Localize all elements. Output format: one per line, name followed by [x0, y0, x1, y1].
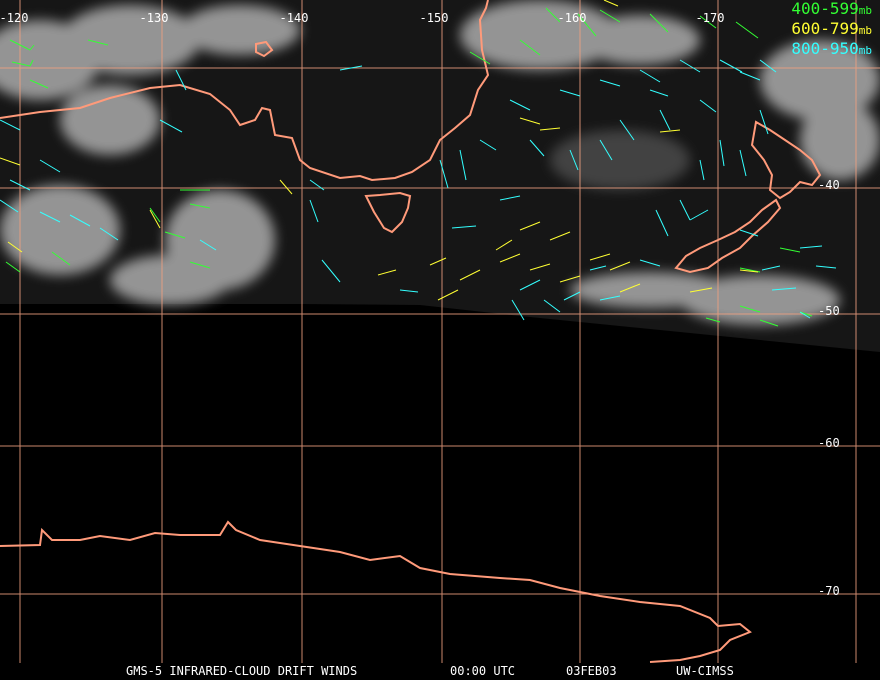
date-label: 03FEB03	[566, 664, 617, 678]
legend-range: 800-950	[791, 39, 859, 58]
legend-unit: mb	[858, 44, 872, 57]
legend-range: 400-599	[791, 0, 859, 18]
small-island	[255, 40, 274, 58]
source-label: UW-CIMSS	[676, 664, 734, 678]
legend-range: 600-799	[791, 19, 859, 38]
lon-label: -140	[280, 11, 309, 25]
lon-label: -170	[696, 11, 725, 25]
lon-label: -120	[0, 11, 28, 25]
graticule	[0, 0, 880, 663]
lon-label: -160	[558, 11, 587, 25]
coastlines	[0, 0, 822, 663]
australia-coast	[0, 0, 490, 182]
tasmania-coast	[364, 191, 412, 234]
product-title: GMS-5 INFRARED-CLOUD DRIFT WINDS	[126, 664, 358, 678]
longitude-labels: -120 -130 -140 -150 -160 -170	[0, 11, 724, 25]
wind-barbs-800-950mb	[0, 59, 837, 321]
lat-label: -70	[818, 584, 840, 598]
pressure-level-legend: 400-599mb 600-799mb 800-950mb	[791, 0, 872, 60]
legend-item-400-599: 400-599mb	[791, 0, 872, 20]
time-label: 00:00 UTC	[450, 664, 516, 678]
new-zealand-north-coast	[750, 120, 822, 200]
legend-item-600-799: 600-799mb	[791, 20, 872, 40]
legend-unit: mb	[858, 24, 872, 37]
legend-unit: mb	[858, 4, 872, 17]
lon-label: -150	[420, 11, 449, 25]
new-zealand-south-coast	[674, 198, 782, 274]
latitude-labels: -40 -50 -60 -70	[818, 178, 840, 598]
lat-label: -60	[818, 436, 840, 450]
legend-item-800-950: 800-950mb	[791, 40, 872, 60]
wind-barbs-600-799mb	[0, 0, 759, 301]
wind-barbs-400-599mb	[5, 7, 813, 327]
antarctica-coast	[0, 520, 752, 663]
cloud-layer	[0, 0, 880, 325]
lat-label: -50	[818, 304, 840, 318]
image-caption: GMS-5 INFRARED-CLOUD DRIFT WINDS 00:00 U…	[0, 663, 880, 680]
lon-label: -130	[140, 11, 169, 25]
lat-label: -40	[818, 178, 840, 192]
